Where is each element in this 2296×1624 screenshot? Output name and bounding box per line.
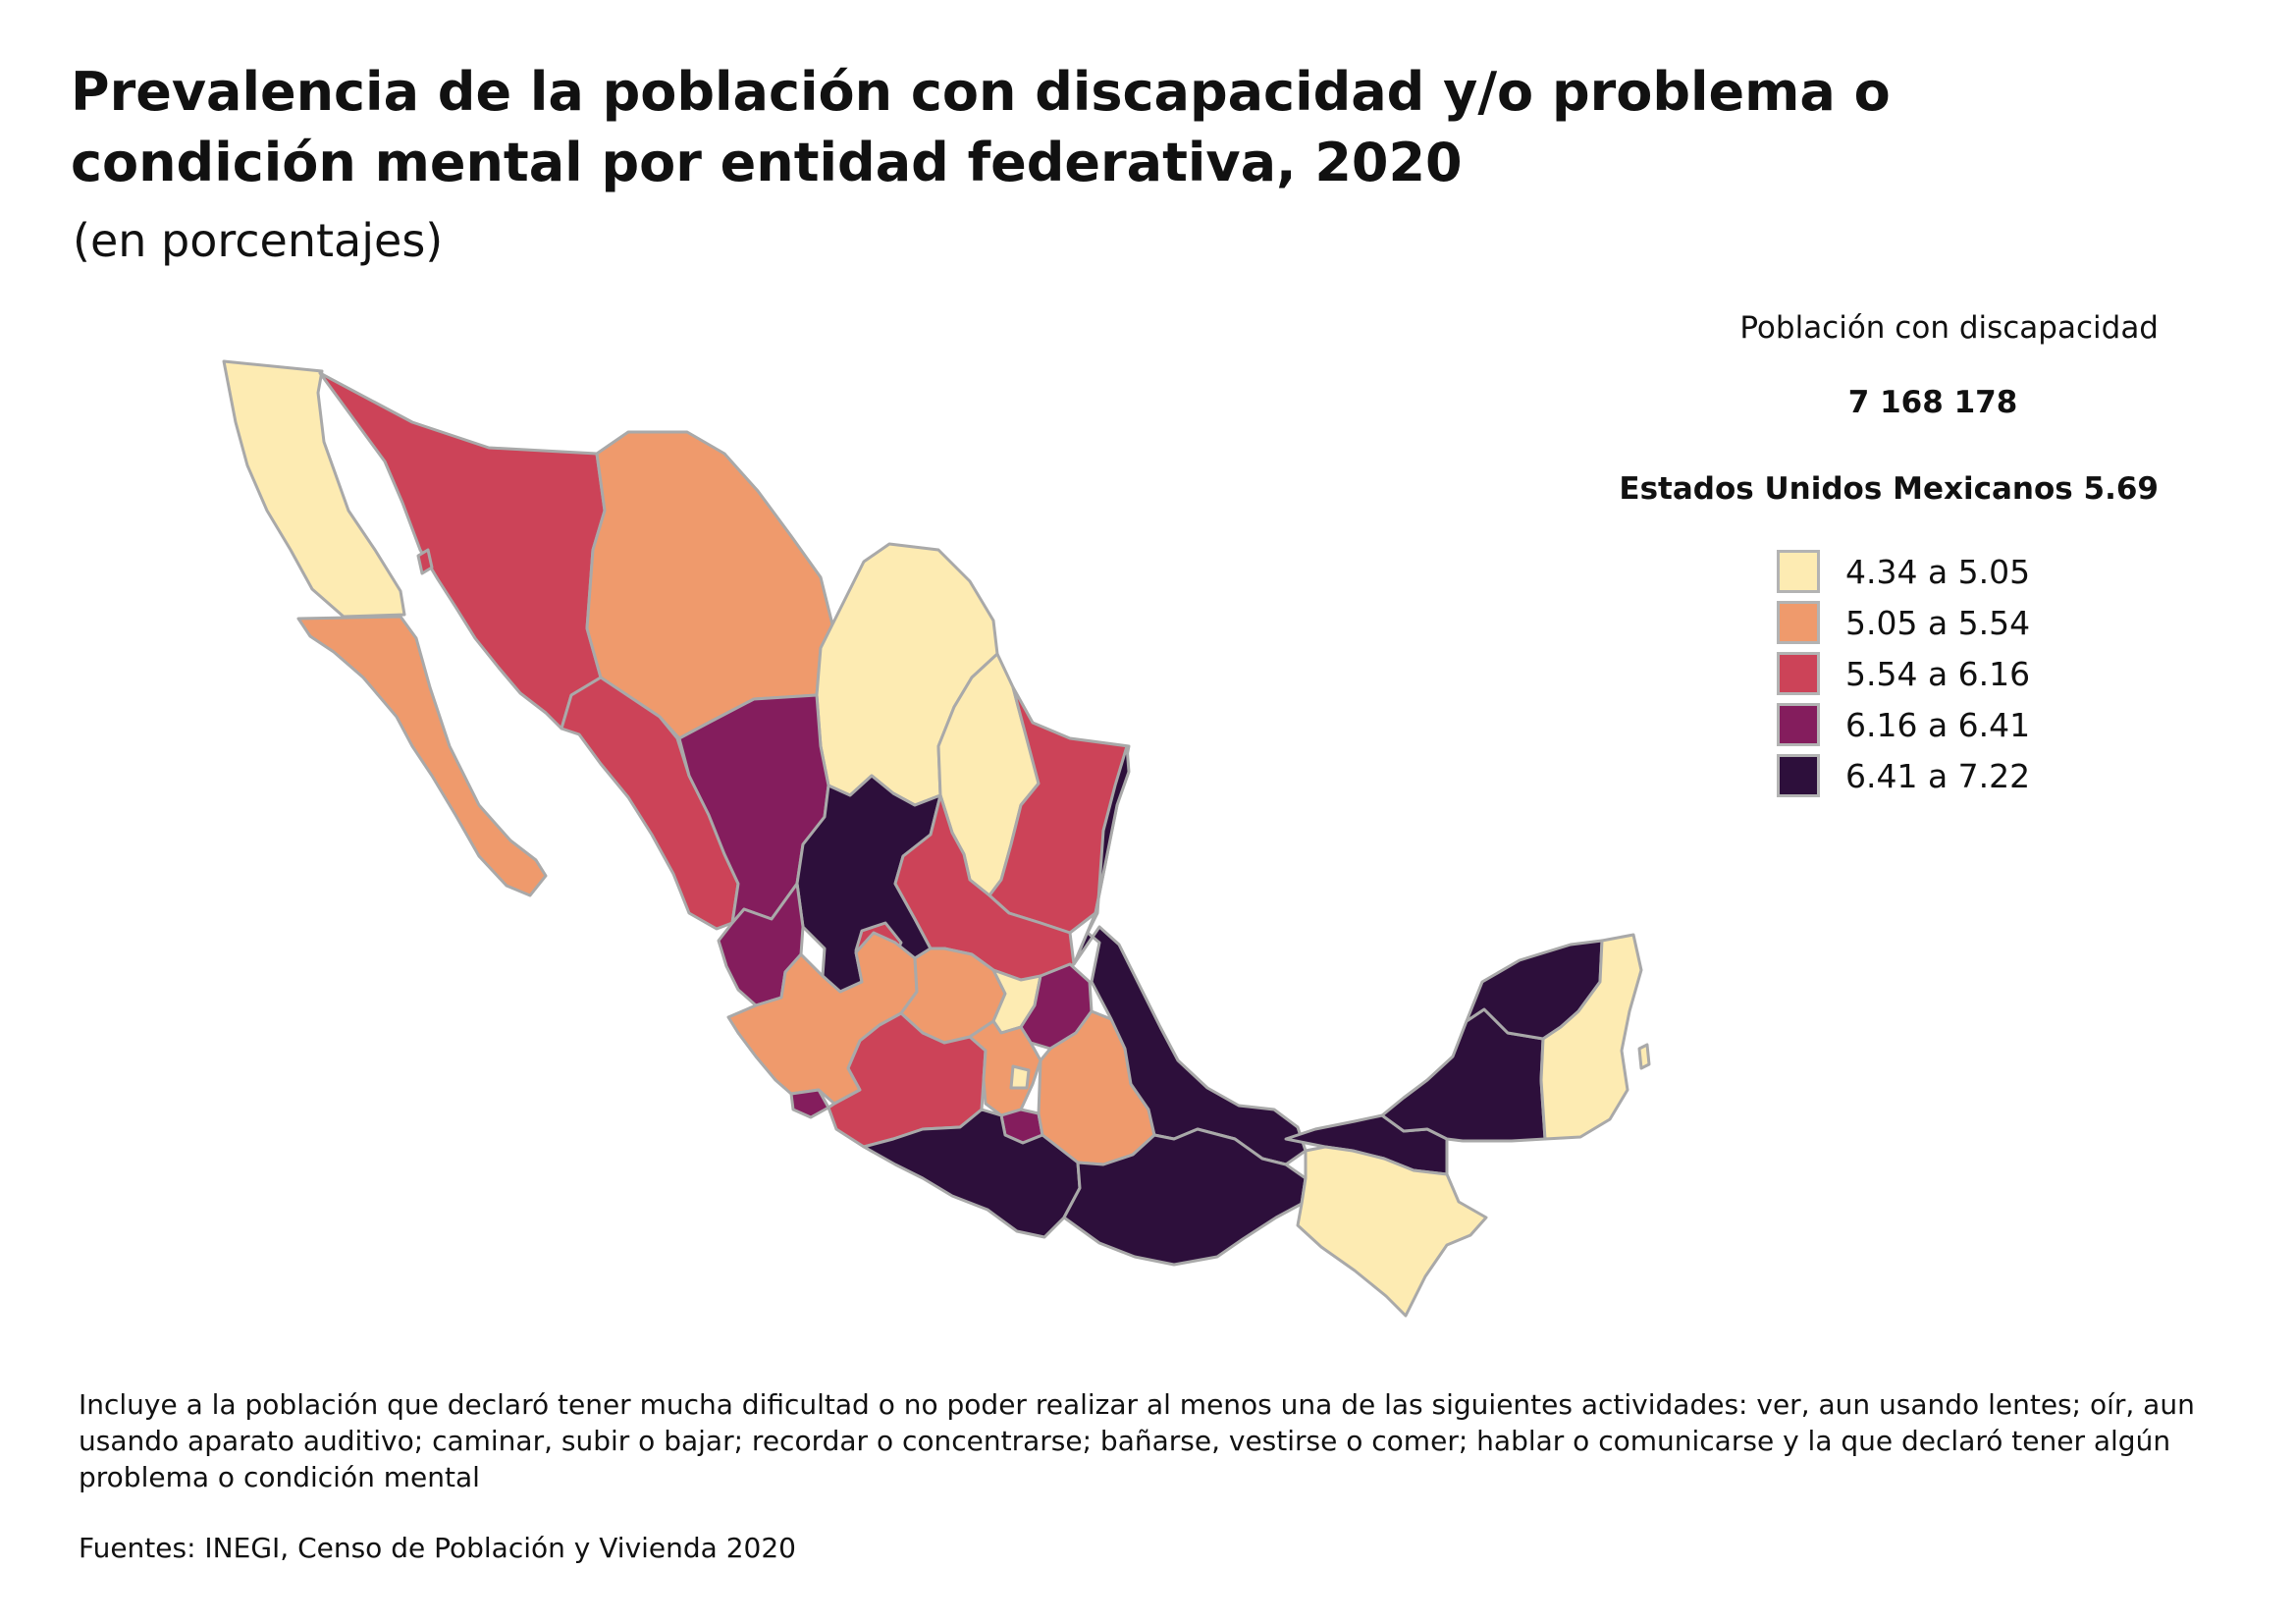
region-quintana-roo[interactable] — [1539, 933, 1643, 1141]
title-line-2: condición mental por entidad federativa,… — [71, 132, 1463, 193]
legend-item-bin-4: 6.41 a 7.22 — [1777, 750, 2030, 801]
source-note: Fuentes: INEGI, Censo de Población y Viv… — [79, 1532, 796, 1564]
legend-label-1: 5.05 a 5.54 — [1845, 603, 2031, 642]
legend-total: 7 168 178 — [1847, 385, 2018, 420]
legend-label-0: 4.34 a 5.05 — [1845, 552, 2031, 591]
region-guerrero[interactable] — [862, 1108, 1082, 1239]
legend-swatch-0 — [1777, 550, 1820, 593]
legend-item-bin-0: 4.34 a 5.05 — [1777, 546, 2030, 597]
chart-title: Prevalencia de la población con discapac… — [71, 57, 2034, 198]
legend-item-bin-3: 6.16 a 6.41 — [1777, 699, 2030, 750]
region-estado-de-mexico[interactable] — [968, 1019, 1042, 1117]
region-chiapas[interactable] — [1296, 1145, 1488, 1318]
legend-swatch-2 — [1777, 652, 1820, 695]
chart-subtitle: (en porcentajes) — [73, 214, 444, 267]
legend-title: Población con discapacidad — [1739, 310, 2159, 346]
region-colima[interactable] — [789, 1088, 830, 1119]
legend-label-3: 6.16 a 6.41 — [1845, 705, 2031, 744]
title-line-1: Prevalencia de la población con discapac… — [71, 61, 1891, 123]
legend-swatch-1 — [1777, 601, 1820, 644]
region-ciudad-de-mexico[interactable] — [1009, 1064, 1031, 1090]
legend-item-bin-2: 5.54 a 6.16 — [1777, 648, 2030, 699]
region-baja-california-sur[interactable] — [296, 615, 548, 897]
island-tiburon — [416, 548, 434, 575]
legend-label-4: 6.41 a 7.22 — [1845, 756, 2031, 795]
legend-label-2: 5.54 a 6.16 — [1845, 654, 2031, 693]
legend-swatch-3 — [1777, 703, 1820, 746]
footnote: Incluye a la población que declaró tener… — [79, 1388, 2195, 1493]
island-cozumel — [1637, 1043, 1651, 1070]
mexico-choropleth-map — [222, 359, 1651, 1318]
legend-item-bin-1: 5.05 a 5.54 — [1777, 597, 2030, 648]
legend-national-value: Estados Unidos Mexicanos 5.69 — [1619, 471, 2159, 507]
legend: 4.34 a 5.05 5.05 a 5.54 5.54 a 6.16 6.16… — [1777, 546, 2030, 801]
region-baja-california[interactable] — [222, 359, 406, 619]
legend-swatch-4 — [1777, 754, 1820, 797]
